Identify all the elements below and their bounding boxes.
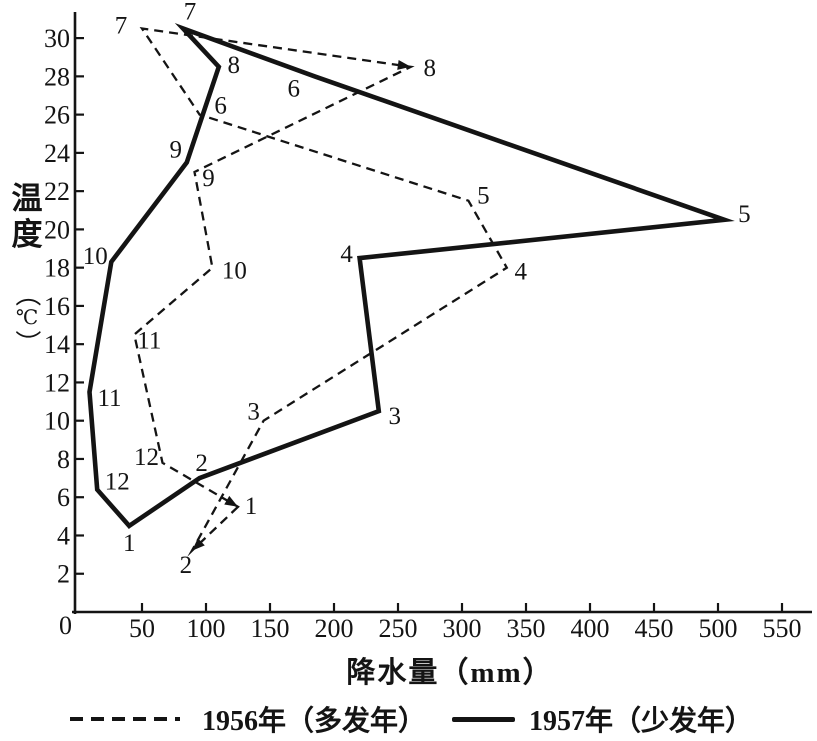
x-tick-label: 400 [571,614,610,643]
month-label-solid-12: 12 [105,469,130,496]
month-label-dashed-9: 9 [202,165,215,192]
month-label-solid-5: 5 [738,201,751,228]
month-label-dashed-7: 7 [115,13,128,40]
dashed-line-swatch [70,717,180,721]
month-label-dashed-11: 11 [137,328,161,355]
y-tick-label: 18 [44,254,70,283]
y-tick-label: 26 [44,101,70,130]
x-tick-label: 350 [507,614,546,643]
x-tick-label: 550 [763,614,802,643]
y-tick-label: 2 [57,560,70,589]
x-axis-title: 降水量（mm） [346,657,554,689]
y-tick-label: 16 [44,292,70,321]
x-tick-label: 150 [251,614,290,643]
legend-label-1956: 1956年（多发年） [202,706,427,737]
direction-arrow [224,495,238,507]
series-line-dashed [133,26,509,557]
y-title-char: 温 [11,181,43,216]
x-tick-label: 450 [635,614,674,643]
direction-arrow [191,538,205,551]
month-label-dashed-8: 8 [424,55,437,82]
y-tick-label: 8 [57,445,70,474]
month-label-solid-8: 8 [228,52,241,79]
y-tick-label: 12 [44,368,70,397]
month-label-dashed-5: 5 [477,183,490,210]
y-tick-label: 30 [44,24,70,53]
x-tick-label: 500 [699,614,738,643]
x-tick-label: 0 [59,611,72,640]
month-label-dashed-12: 12 [134,444,159,471]
month-label-solid-3: 3 [389,403,402,430]
month-label-dashed-6: 6 [214,93,227,120]
y-title-char: 度 [11,216,43,252]
month-label-solid-11: 11 [97,385,121,412]
x-tick-label: 50 [129,614,155,643]
x-tick-label: 200 [315,614,354,643]
y-tick-label: 22 [44,177,70,206]
legend: 1956年（多发年） 1957年（少发年） [70,700,810,738]
y-title-char: ） [12,330,42,357]
month-label-solid-1: 1 [123,530,136,557]
y-tick-label: 24 [44,139,70,168]
month-label-solid-2: 2 [195,450,208,477]
month-label-solid-10: 10 [83,243,108,270]
month-label-solid-7: 7 [184,0,197,26]
y-tick-label: 4 [57,521,70,550]
month-label-solid-6: 6 [288,75,301,102]
month-label-solid-9: 9 [170,136,183,163]
x-tick-label: 300 [443,614,482,643]
month-label-solid-4: 4 [340,241,353,268]
y-tick-label: 14 [44,330,70,359]
y-tick-label: 6 [57,483,70,512]
x-tick-label: 250 [379,614,418,643]
y-title-char: （ [12,280,42,307]
y-title-char: ℃ [15,307,39,330]
month-label-dashed-4: 4 [515,259,528,286]
solid-line-swatch [452,716,516,722]
y-axis-title: 温 度 （ ℃ ） [4,181,50,357]
series-line-solid [87,23,735,529]
month-label-dashed-10: 10 [222,258,247,285]
month-label-dashed-3: 3 [247,399,260,426]
x-tick-label: 100 [187,614,226,643]
y-tick-label: 10 [44,407,70,436]
direction-arrow [397,60,411,70]
legend-label-1957: 1957年（少发年） [529,706,754,737]
month-label-dashed-2: 2 [180,552,193,579]
y-tick-label: 28 [44,62,70,91]
y-tick-label: 20 [44,215,70,244]
month-label-dashed-1: 1 [245,493,258,520]
